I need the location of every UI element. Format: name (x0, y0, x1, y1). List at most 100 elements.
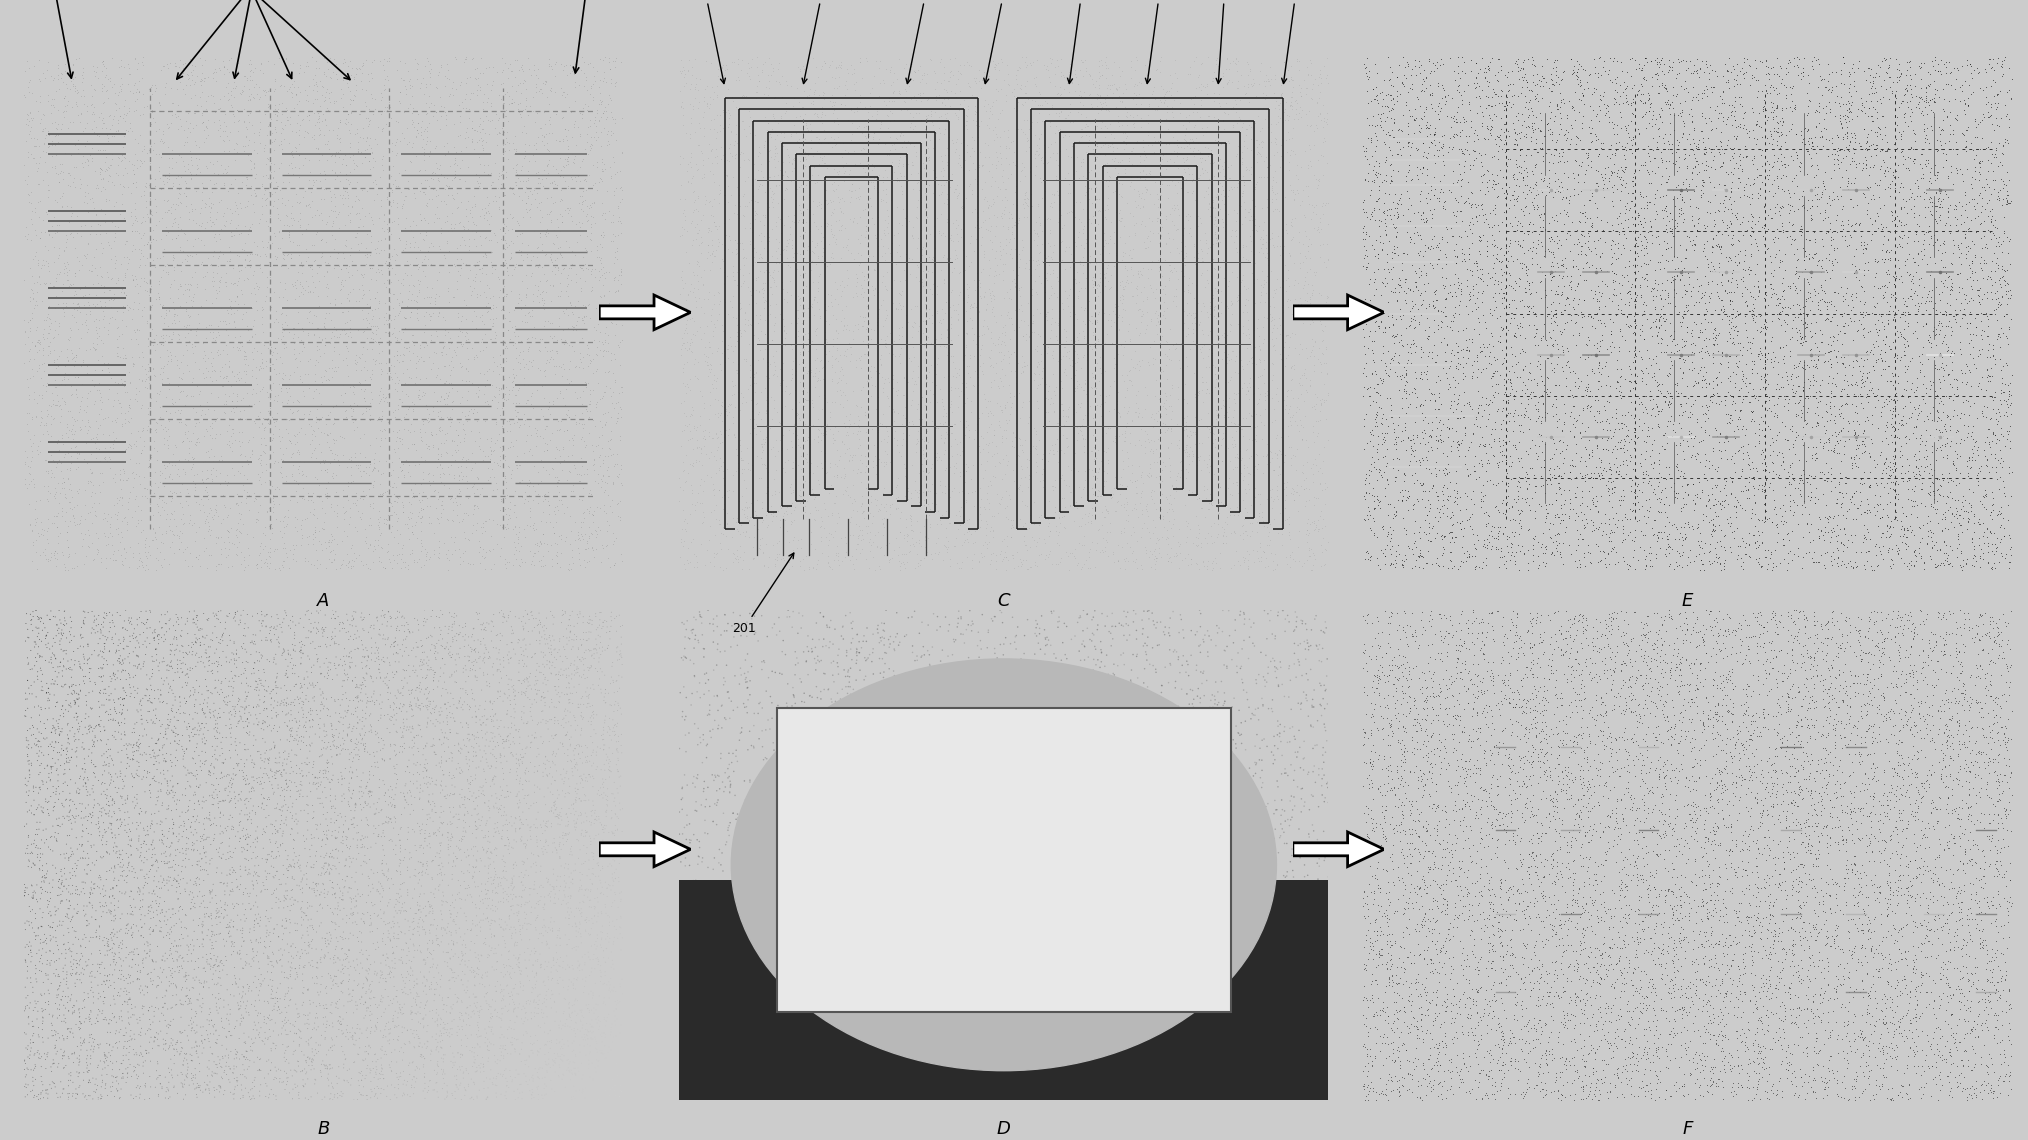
Point (1553, 868, 1586, 886)
Point (357, 542, 389, 560)
Point (1038, 679, 1071, 698)
Point (803, 386, 836, 405)
Point (718, 131, 750, 149)
Point (1647, 187, 1679, 205)
Point (1929, 181, 1961, 199)
Point (874, 496, 907, 514)
Point (205, 864, 237, 882)
Point (32, 396, 65, 414)
Point (353, 480, 385, 498)
Point (103, 871, 136, 889)
Point (197, 329, 229, 348)
Point (1174, 438, 1207, 456)
Point (371, 384, 404, 402)
Point (896, 823, 929, 841)
Point (570, 1080, 602, 1098)
Point (842, 244, 874, 262)
Point (156, 484, 189, 503)
Point (1521, 235, 1553, 253)
Point (39, 675, 71, 693)
Point (1750, 392, 1783, 410)
Point (864, 993, 896, 1011)
Point (1697, 372, 1730, 390)
Point (363, 663, 395, 682)
Point (93, 166, 126, 185)
Point (1533, 243, 1566, 261)
Point (1505, 158, 1537, 177)
Point (1251, 72, 1284, 90)
Point (1458, 756, 1491, 774)
Point (460, 988, 493, 1007)
Point (1138, 332, 1170, 350)
Point (1499, 555, 1531, 573)
Point (517, 876, 550, 894)
Point (523, 1059, 556, 1077)
Point (12, 752, 45, 771)
Point (1369, 153, 1401, 171)
Point (509, 670, 541, 689)
Point (1115, 671, 1148, 690)
Point (1261, 603, 1294, 621)
Point (1882, 790, 1914, 808)
Point (1105, 308, 1138, 326)
Point (582, 128, 614, 146)
Point (1807, 682, 1839, 700)
Point (1265, 927, 1298, 945)
Point (110, 286, 142, 304)
Point (529, 311, 562, 329)
Point (732, 59, 765, 78)
Point (1606, 276, 1639, 294)
Point (1736, 686, 1768, 705)
Point (754, 148, 787, 166)
Point (1667, 894, 1699, 912)
Point (1452, 291, 1484, 309)
Point (1517, 684, 1549, 702)
Point (1862, 791, 1894, 809)
Point (1610, 815, 1643, 833)
Point (750, 791, 783, 809)
Point (254, 356, 286, 374)
Point (1766, 413, 1799, 431)
Point (1541, 180, 1574, 198)
Point (418, 212, 450, 230)
Point (734, 461, 767, 479)
Point (1831, 347, 1864, 365)
Point (1197, 424, 1229, 442)
Point (150, 402, 183, 421)
Point (509, 903, 541, 921)
Point (1306, 776, 1338, 795)
Point (1610, 308, 1643, 326)
Point (1852, 608, 1884, 626)
Point (1353, 93, 1385, 112)
Point (124, 847, 156, 865)
Point (1061, 344, 1093, 363)
Point (1750, 1072, 1783, 1090)
Point (1874, 241, 1906, 259)
Point (1758, 914, 1791, 933)
Point (43, 217, 75, 235)
Point (744, 968, 777, 986)
Point (1693, 774, 1726, 792)
Point (1860, 146, 1892, 164)
Point (1772, 940, 1805, 959)
Point (988, 1032, 1020, 1050)
Point (1653, 135, 1685, 153)
Point (1081, 804, 1113, 822)
Point (1981, 54, 2014, 72)
Point (1898, 447, 1931, 465)
Point (726, 187, 758, 205)
Point (1507, 469, 1539, 487)
Point (980, 124, 1012, 142)
Point (270, 466, 302, 484)
Point (148, 877, 180, 895)
Point (673, 815, 706, 833)
Point (1375, 946, 1407, 964)
Point (1584, 247, 1616, 266)
Point (1963, 813, 1996, 831)
Point (552, 980, 584, 999)
Point (1310, 923, 1343, 942)
Point (59, 510, 91, 528)
Point (53, 469, 85, 487)
Point (1489, 97, 1521, 115)
Point (898, 296, 931, 315)
